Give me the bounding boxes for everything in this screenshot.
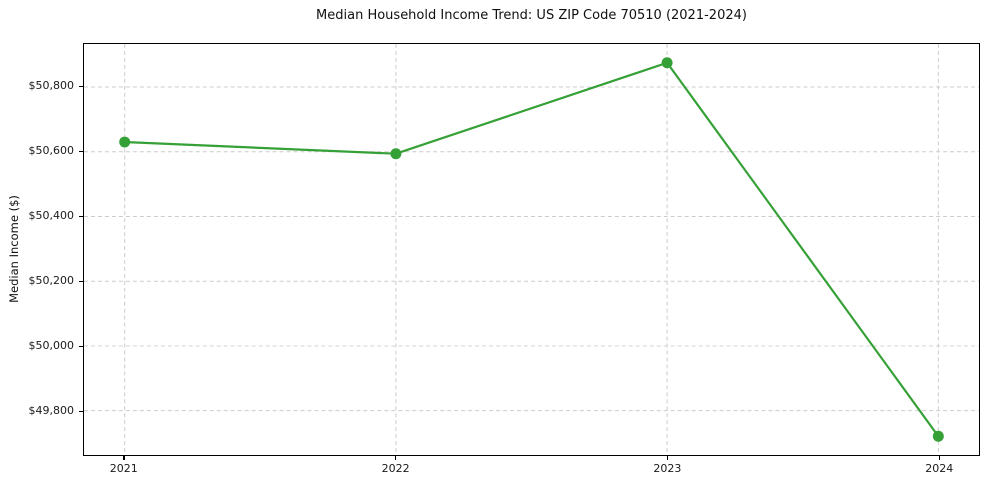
- x-tick-mark: [938, 456, 941, 460]
- x-tick-mark: [395, 456, 397, 460]
- x-tick-label: 2024: [925, 462, 954, 475]
- y-tick-mark: [79, 410, 83, 413]
- data-point-2023: [661, 57, 673, 69]
- x-tick-mark: [123, 456, 125, 460]
- y-tick-label: $49,800: [28, 404, 75, 418]
- y-tick-label: $50,200: [28, 274, 75, 288]
- data-point-2021: [119, 136, 131, 148]
- line-chart-svg: [84, 44, 979, 455]
- y-tick-label: $50,000: [28, 339, 75, 353]
- y-tick-mark: [79, 280, 83, 283]
- x-tick-mark: [666, 456, 669, 460]
- x-tick-label: 2022: [381, 462, 410, 475]
- plot-area: [83, 43, 980, 456]
- data-point-2024: [932, 430, 944, 442]
- y-tick-mark: [79, 215, 83, 218]
- chart-title: Median Household Income Trend: US ZIP Co…: [316, 8, 747, 23]
- data-point-2022: [390, 148, 402, 160]
- y-tick-mark: [79, 85, 83, 88]
- y-tick-mark: [79, 150, 83, 153]
- y-tick-label: $50,600: [28, 144, 75, 158]
- y-tick-label: $50,400: [28, 209, 75, 223]
- y-tick-mark: [79, 345, 83, 348]
- y-tick-label: $50,800: [28, 79, 75, 93]
- x-tick-label: 2023: [653, 462, 682, 475]
- x-tick-label: 2021: [109, 462, 138, 475]
- data-line: [123, 61, 940, 438]
